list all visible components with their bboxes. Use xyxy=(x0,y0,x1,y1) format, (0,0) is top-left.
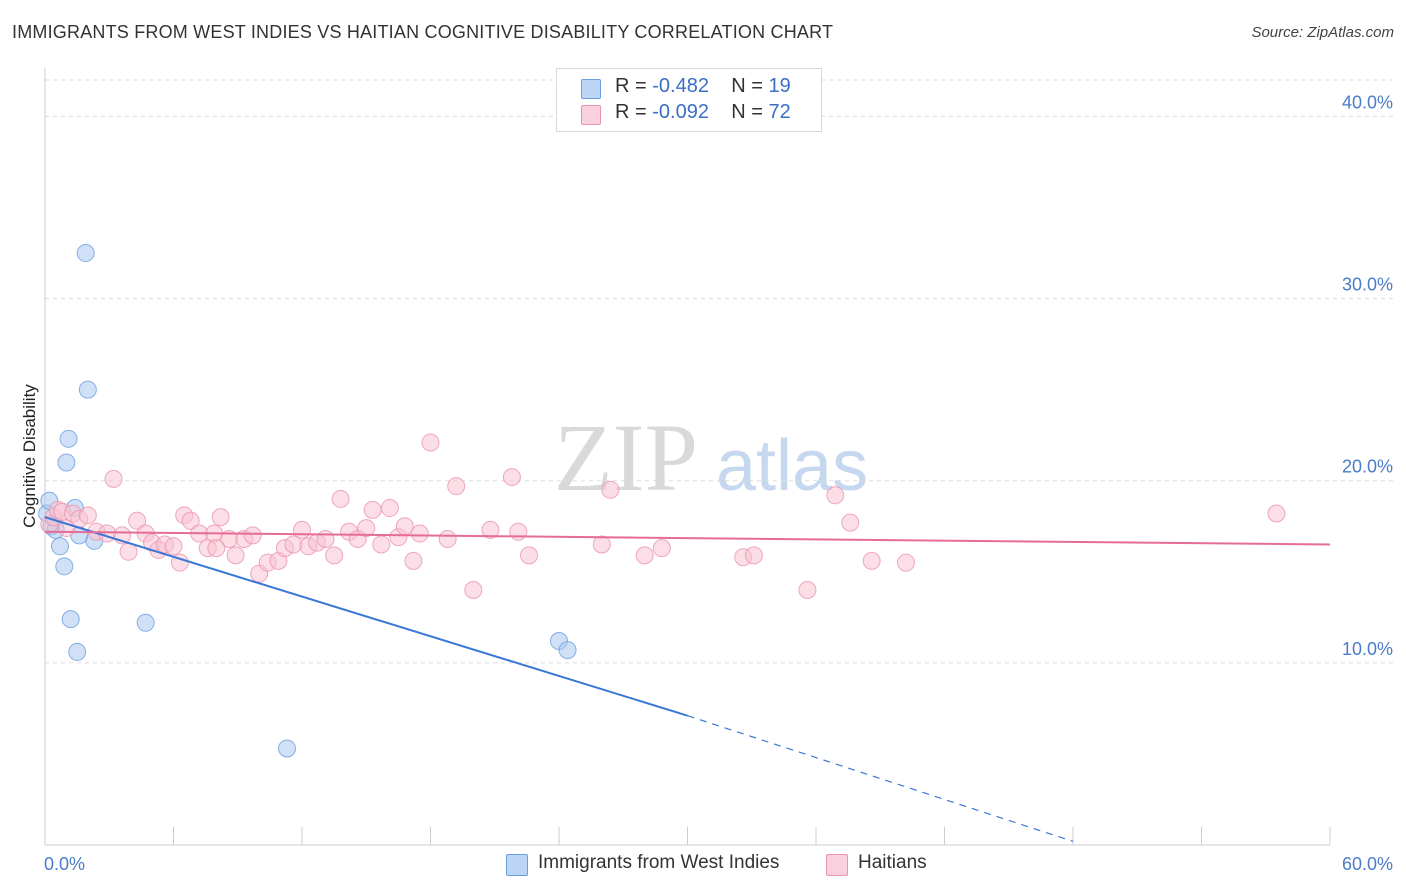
point-haitians xyxy=(395,517,414,536)
legend-r-label: R = xyxy=(615,75,647,97)
correlation-legend: R = -0.482 N = 19 R = -0.092 N = 72 xyxy=(556,68,822,132)
point-haitians xyxy=(363,500,382,519)
legend-n-value-west-indies: 19 xyxy=(768,75,791,97)
legend-n-label: N = xyxy=(731,101,763,123)
point-west-indies xyxy=(57,453,76,472)
trend-line-haitians xyxy=(44,530,1331,546)
point-haitians xyxy=(826,486,845,505)
point-haitians xyxy=(410,524,429,543)
point-haitians xyxy=(164,537,183,556)
point-haitians xyxy=(357,519,376,538)
point-haitians xyxy=(601,480,620,499)
trend-lines xyxy=(44,516,1331,842)
source-credit: Source: ZipAtlas.com xyxy=(1251,24,1394,41)
point-west-indies xyxy=(55,557,74,576)
point-haitians xyxy=(896,553,915,572)
point-haitians xyxy=(1267,504,1286,523)
bottom-legend-swatch-blue xyxy=(506,854,528,876)
x-tick-label: 60.0% xyxy=(1342,854,1393,874)
point-west-indies xyxy=(76,244,95,263)
point-haitians xyxy=(438,530,457,548)
bottom-legend-label-west-indies: Immigrants from West Indies xyxy=(538,852,780,873)
tick-labels: 10.0% 20.0% 30.0% 40.0% 0.0% 60.0% xyxy=(44,92,1393,874)
point-haitians xyxy=(243,526,262,545)
point-west-indies xyxy=(78,380,97,399)
grid-lines xyxy=(45,79,1395,664)
point-haitians xyxy=(211,508,230,527)
legend-n-label: N = xyxy=(731,75,763,97)
legend-r-label: R = xyxy=(615,101,647,123)
point-haitians xyxy=(104,469,123,488)
axes xyxy=(44,68,1331,846)
point-haitians xyxy=(464,581,483,599)
y-tick-label: 30.0% xyxy=(1342,275,1393,295)
point-haitians xyxy=(331,489,350,508)
point-haitians xyxy=(421,433,440,452)
y-axis-label: Cognitive Disability xyxy=(20,384,39,528)
trend-line-west-indies-extrapolated xyxy=(687,715,1074,842)
point-west-indies xyxy=(50,537,69,556)
point-haitians xyxy=(798,581,817,599)
bottom-legend-swatch-pink xyxy=(826,854,848,876)
y-tick-label: 20.0% xyxy=(1342,457,1393,477)
point-haitians xyxy=(744,546,763,565)
point-haitians xyxy=(509,522,528,541)
point-haitians xyxy=(502,468,521,487)
x-tick-label: 0.0% xyxy=(44,854,85,874)
point-haitians xyxy=(128,511,147,530)
point-west-indies xyxy=(136,613,155,632)
point-haitians xyxy=(181,511,200,530)
point-haitians xyxy=(284,535,303,554)
point-haitians xyxy=(207,539,226,558)
legend-n-value-haitians: 72 xyxy=(768,101,791,123)
point-west-indies xyxy=(61,610,80,629)
point-haitians xyxy=(841,513,860,532)
point-haitians xyxy=(293,520,311,539)
point-haitians xyxy=(325,546,344,565)
data-points xyxy=(38,244,1286,758)
trend-line-west-indies xyxy=(44,516,688,717)
point-haitians xyxy=(520,546,539,565)
point-haitians xyxy=(316,530,335,548)
point-haitians xyxy=(862,551,881,570)
y-tick-label: 40.0% xyxy=(1342,92,1393,112)
point-west-indies xyxy=(68,642,87,661)
point-west-indies xyxy=(558,641,577,660)
legend-r-value-haitians: -0.092 xyxy=(652,101,709,123)
point-haitians xyxy=(372,535,391,554)
point-haitians xyxy=(481,520,500,539)
point-haitians xyxy=(447,477,466,496)
legend-swatch-blue xyxy=(581,79,601,99)
legend-swatch-pink xyxy=(581,105,601,125)
point-haitians xyxy=(404,551,423,570)
point-haitians xyxy=(592,535,611,554)
point-west-indies xyxy=(278,739,297,758)
point-haitians xyxy=(78,506,97,525)
chart-title: IMMIGRANTS FROM WEST INDIES VS HAITIAN C… xyxy=(12,22,834,42)
point-haitians xyxy=(652,539,671,558)
point-haitians xyxy=(635,546,654,565)
point-west-indies xyxy=(59,429,78,448)
legend-r-value-west-indies: -0.482 xyxy=(652,75,709,97)
watermark-zip: ZIP xyxy=(554,404,698,511)
point-haitians xyxy=(380,499,399,518)
bottom-legend-label-haitians: Haitians xyxy=(858,852,927,873)
watermark-atlas: atlas xyxy=(716,426,868,506)
point-haitians xyxy=(226,546,245,565)
watermark: ZIP atlas xyxy=(554,404,868,511)
y-tick-label: 10.0% xyxy=(1342,639,1393,659)
